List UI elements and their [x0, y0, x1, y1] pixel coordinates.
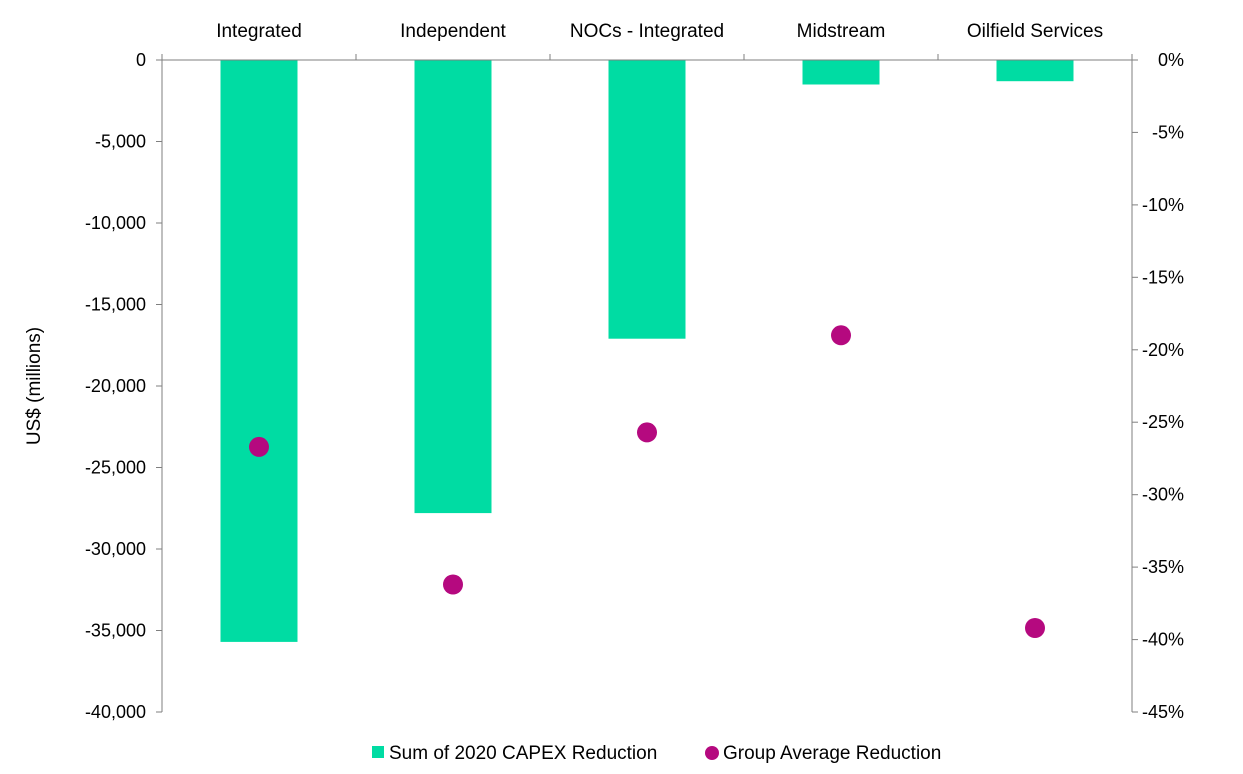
right-y-tick-label: -45%	[1142, 702, 1184, 722]
left-y-tick-label: -15,000	[85, 295, 146, 315]
point-midstream	[831, 325, 851, 346]
legend: Sum of 2020 CAPEX Reduction Group Averag…	[372, 743, 941, 764]
right-y-tick-label: -25%	[1142, 412, 1184, 432]
legend-marker-swatch	[705, 746, 719, 760]
markers-layer	[249, 325, 1045, 638]
bar-integrated	[220, 60, 298, 642]
left-y-tick-label: -30,000	[85, 539, 146, 559]
left-y-tick-label: 0	[136, 50, 146, 70]
bars-layer	[220, 60, 1074, 642]
y-axis-title: US$ (millions)	[24, 327, 45, 445]
bar-nocs-integrated	[608, 60, 686, 339]
category-label: Oilfield Services	[967, 21, 1103, 42]
bar-oilfield-services	[996, 60, 1074, 82]
right-y-tick-label: -35%	[1142, 557, 1184, 577]
right-y-tick-label: -20%	[1142, 340, 1184, 360]
left-y-tick-label: -5,000	[95, 132, 146, 152]
category-label: Integrated	[216, 21, 302, 42]
category-label: Independent	[400, 21, 506, 42]
right-y-tick-label: -5%	[1152, 122, 1184, 142]
category-label: Midstream	[797, 21, 886, 42]
labels-layer: 0 -5,000 -10,000 -15,000 -20,000 -25,000 -30,0…	[85, 21, 1184, 722]
point-oilfield-services	[1025, 618, 1045, 638]
legend-bar-label: Sum of 2020 CAPEX Reduction	[389, 743, 657, 764]
left-y-tick-label: -20,000	[85, 376, 146, 396]
right-y-tick-label: 0%	[1158, 50, 1184, 70]
bar-independent	[414, 60, 492, 514]
axes-layer	[156, 54, 1138, 713]
left-y-tick-label: -25,000	[85, 458, 146, 478]
right-y-tick-label: -10%	[1142, 195, 1184, 215]
right-y-tick-label: -15%	[1142, 267, 1184, 287]
left-y-tick-label: -35,000	[85, 621, 146, 641]
legend-bar-swatch	[372, 746, 384, 758]
point-integrated	[249, 436, 269, 457]
point-nocs-integrated	[637, 422, 657, 443]
right-y-tick-label: -40%	[1142, 630, 1184, 650]
right-y-tick-label: -30%	[1142, 485, 1184, 505]
bar-midstream	[802, 60, 880, 85]
point-independent	[443, 574, 463, 595]
left-y-tick-label: -40,000	[85, 702, 146, 722]
left-y-tick-label: -10,000	[85, 213, 146, 233]
category-label: NOCs - Integrated	[570, 21, 724, 42]
legend-marker-label: Group Average Reduction	[723, 743, 941, 764]
